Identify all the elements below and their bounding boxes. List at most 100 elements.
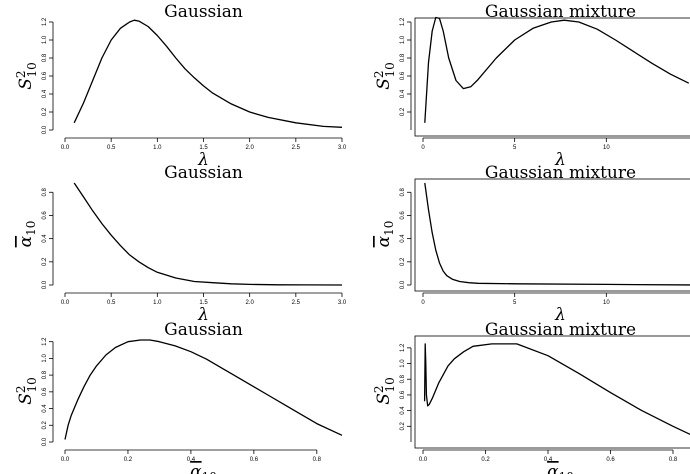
x-tick-label: 1.5 bbox=[199, 300, 208, 306]
x-tick-label: 0.4 bbox=[187, 457, 196, 463]
x-tick-label: 0.5 bbox=[107, 300, 116, 306]
plot-frame bbox=[414, 17, 690, 137]
x-axis-label: λ bbox=[197, 305, 209, 325]
plot-frame bbox=[414, 335, 690, 449]
y-tick-label: 0.2 bbox=[400, 257, 406, 266]
y-tick-label: 0.2 bbox=[42, 257, 48, 266]
y-tick-label: 0.0 bbox=[42, 125, 48, 134]
panel-2: Gaussian mixture0.20.40.60.81.01.2051015… bbox=[372, 2, 690, 170]
panel-1: Gaussian 0.0 0.2 0.4 0.6 0.8 1.0 1.2 0.0 0.5 1.0 1.… bbox=[14, 2, 347, 170]
y-axis-label: α10 bbox=[16, 221, 38, 248]
panel-6: Gaussian mixture 0.2 0.4 0.6 0.8 1.0 1.2 0.0 0.2… bbox=[372, 320, 690, 474]
y-tick-label: 0.8 bbox=[400, 374, 406, 383]
y-axis-label: S210 bbox=[14, 62, 39, 90]
panel-title: Gaussian bbox=[164, 163, 243, 183]
x-tick-label: 0.2 bbox=[481, 457, 490, 463]
y-tick-label: 0.6 bbox=[42, 71, 48, 80]
panel-title: Gaussian mixture bbox=[485, 163, 636, 183]
y-tick-label: 0.8 bbox=[42, 53, 48, 62]
x-tick-label: 0 bbox=[421, 145, 425, 151]
y-tick-label: 0.4 bbox=[42, 234, 48, 243]
y-tick-label: 0.4 bbox=[400, 234, 406, 243]
x-axis-label: λ bbox=[554, 305, 566, 325]
x-tick-label: 0.6 bbox=[606, 457, 615, 463]
x-tick-label: 0.8 bbox=[313, 457, 322, 463]
panel-title: Gaussian bbox=[164, 2, 243, 22]
y-tick-label: 0.4 bbox=[400, 406, 406, 415]
x-axis-label: λ bbox=[197, 150, 209, 170]
y-tick-label: 0.2 bbox=[42, 107, 48, 116]
panel-4: Gaussian mixture0.00.20.40.60.8051015α10… bbox=[374, 163, 690, 325]
x-tick-label: 0.0 bbox=[61, 300, 70, 306]
y-tick-label: 1.0 bbox=[42, 35, 48, 44]
series-line-1 bbox=[73, 19, 343, 128]
x-tick-label: 10 bbox=[603, 145, 610, 151]
y-tick-label: 1.2 bbox=[400, 17, 406, 26]
x-tick-label: 0.2 bbox=[124, 457, 133, 463]
x-tick-label: 0 bbox=[421, 300, 425, 306]
y-tick-label: 0.6 bbox=[400, 71, 406, 80]
x-tick-label: 10 bbox=[603, 300, 610, 306]
y-tick-label: 1.0 bbox=[400, 359, 406, 368]
y-axis-label: S210 bbox=[14, 377, 39, 405]
y-tick-label: 0.0 bbox=[42, 280, 48, 289]
y-tick-label: 0.0 bbox=[42, 437, 48, 446]
panel-5: Gaussian 0.0 0.2 0.4 0.6 0.8 1.0 1.2 0.0 0.2 0.4 0.… bbox=[14, 320, 343, 474]
y-tick-label: 0.4 bbox=[400, 89, 406, 98]
x-axis-label: α10 bbox=[547, 462, 574, 474]
x-tick-label: 0.6 bbox=[250, 457, 259, 463]
y-axis-label: α10 bbox=[374, 221, 396, 248]
x-tick-label: 0.5 bbox=[107, 145, 116, 151]
y-tick-label: 1.2 bbox=[42, 17, 48, 26]
y-tick-label: 0.4 bbox=[42, 89, 48, 98]
y-tick-label: 0.2 bbox=[42, 420, 48, 429]
x-axis-label: λ bbox=[554, 150, 566, 170]
x-tick-label: 1.0 bbox=[153, 300, 162, 306]
y-tick-label: 0.8 bbox=[42, 370, 48, 379]
x-tick-label: 0.0 bbox=[61, 145, 70, 151]
x-tick-label: 5 bbox=[513, 145, 517, 151]
y-tick-label: 0.6 bbox=[42, 211, 48, 220]
x-tick-label: 1.0 bbox=[153, 145, 162, 151]
y-tick-label: 0.8 bbox=[42, 187, 48, 196]
plot-frame bbox=[414, 178, 690, 292]
x-tick-label: 0.0 bbox=[419, 457, 428, 463]
x-tick-label: 2.5 bbox=[292, 300, 301, 306]
x-tick-label: 2.0 bbox=[245, 145, 254, 151]
x-tick-label: 5 bbox=[513, 300, 517, 306]
y-tick-label: 0.2 bbox=[400, 107, 406, 116]
y-axis-label: S210 bbox=[372, 377, 397, 405]
y-tick-label: 0.8 bbox=[400, 53, 406, 62]
panel-title: Gaussian mixture bbox=[485, 2, 636, 22]
x-tick-label: 3.0 bbox=[338, 300, 347, 306]
y-tick-label: 1.2 bbox=[42, 337, 48, 346]
y-tick-label: 1.2 bbox=[400, 343, 406, 352]
y-tick-label: 0.8 bbox=[400, 187, 406, 196]
x-tick-label: 0.4 bbox=[544, 457, 553, 463]
panel-3: Gaussian 0.0 0.2 0.4 0.6 0.8 0.0 0.5 1.0 1.5 2.0 2.… bbox=[16, 163, 347, 325]
x-axis-label: α10 bbox=[190, 462, 217, 474]
y-tick-label: 0.0 bbox=[400, 280, 406, 289]
series-line-1 bbox=[424, 182, 690, 286]
y-tick-label: 0.2 bbox=[400, 421, 406, 430]
series-line-1 bbox=[423, 343, 690, 436]
x-tick-label: 1.5 bbox=[199, 145, 208, 151]
y-tick-label: 1.0 bbox=[400, 35, 406, 44]
y-axis-label: S210 bbox=[372, 62, 397, 90]
series-line-1 bbox=[64, 339, 343, 440]
series-line-1 bbox=[424, 16, 690, 123]
y-tick-label: 0.6 bbox=[42, 387, 48, 396]
y-tick-label: 1.0 bbox=[42, 354, 48, 363]
panel-title: Gaussian mixture bbox=[485, 320, 636, 340]
x-tick-label: 0.8 bbox=[669, 457, 678, 463]
y-tick-label: 0.6 bbox=[400, 390, 406, 399]
x-tick-label: 0.0 bbox=[61, 457, 70, 463]
y-tick-label: 0.4 bbox=[42, 404, 48, 413]
x-tick-label: 2.0 bbox=[245, 300, 254, 306]
y-tick-label: 0.6 bbox=[400, 211, 406, 220]
x-tick-label: 3.0 bbox=[338, 145, 347, 151]
x-tick-label: 2.5 bbox=[292, 145, 301, 151]
panel-title: Gaussian bbox=[164, 320, 243, 340]
series-line-1 bbox=[73, 182, 343, 286]
